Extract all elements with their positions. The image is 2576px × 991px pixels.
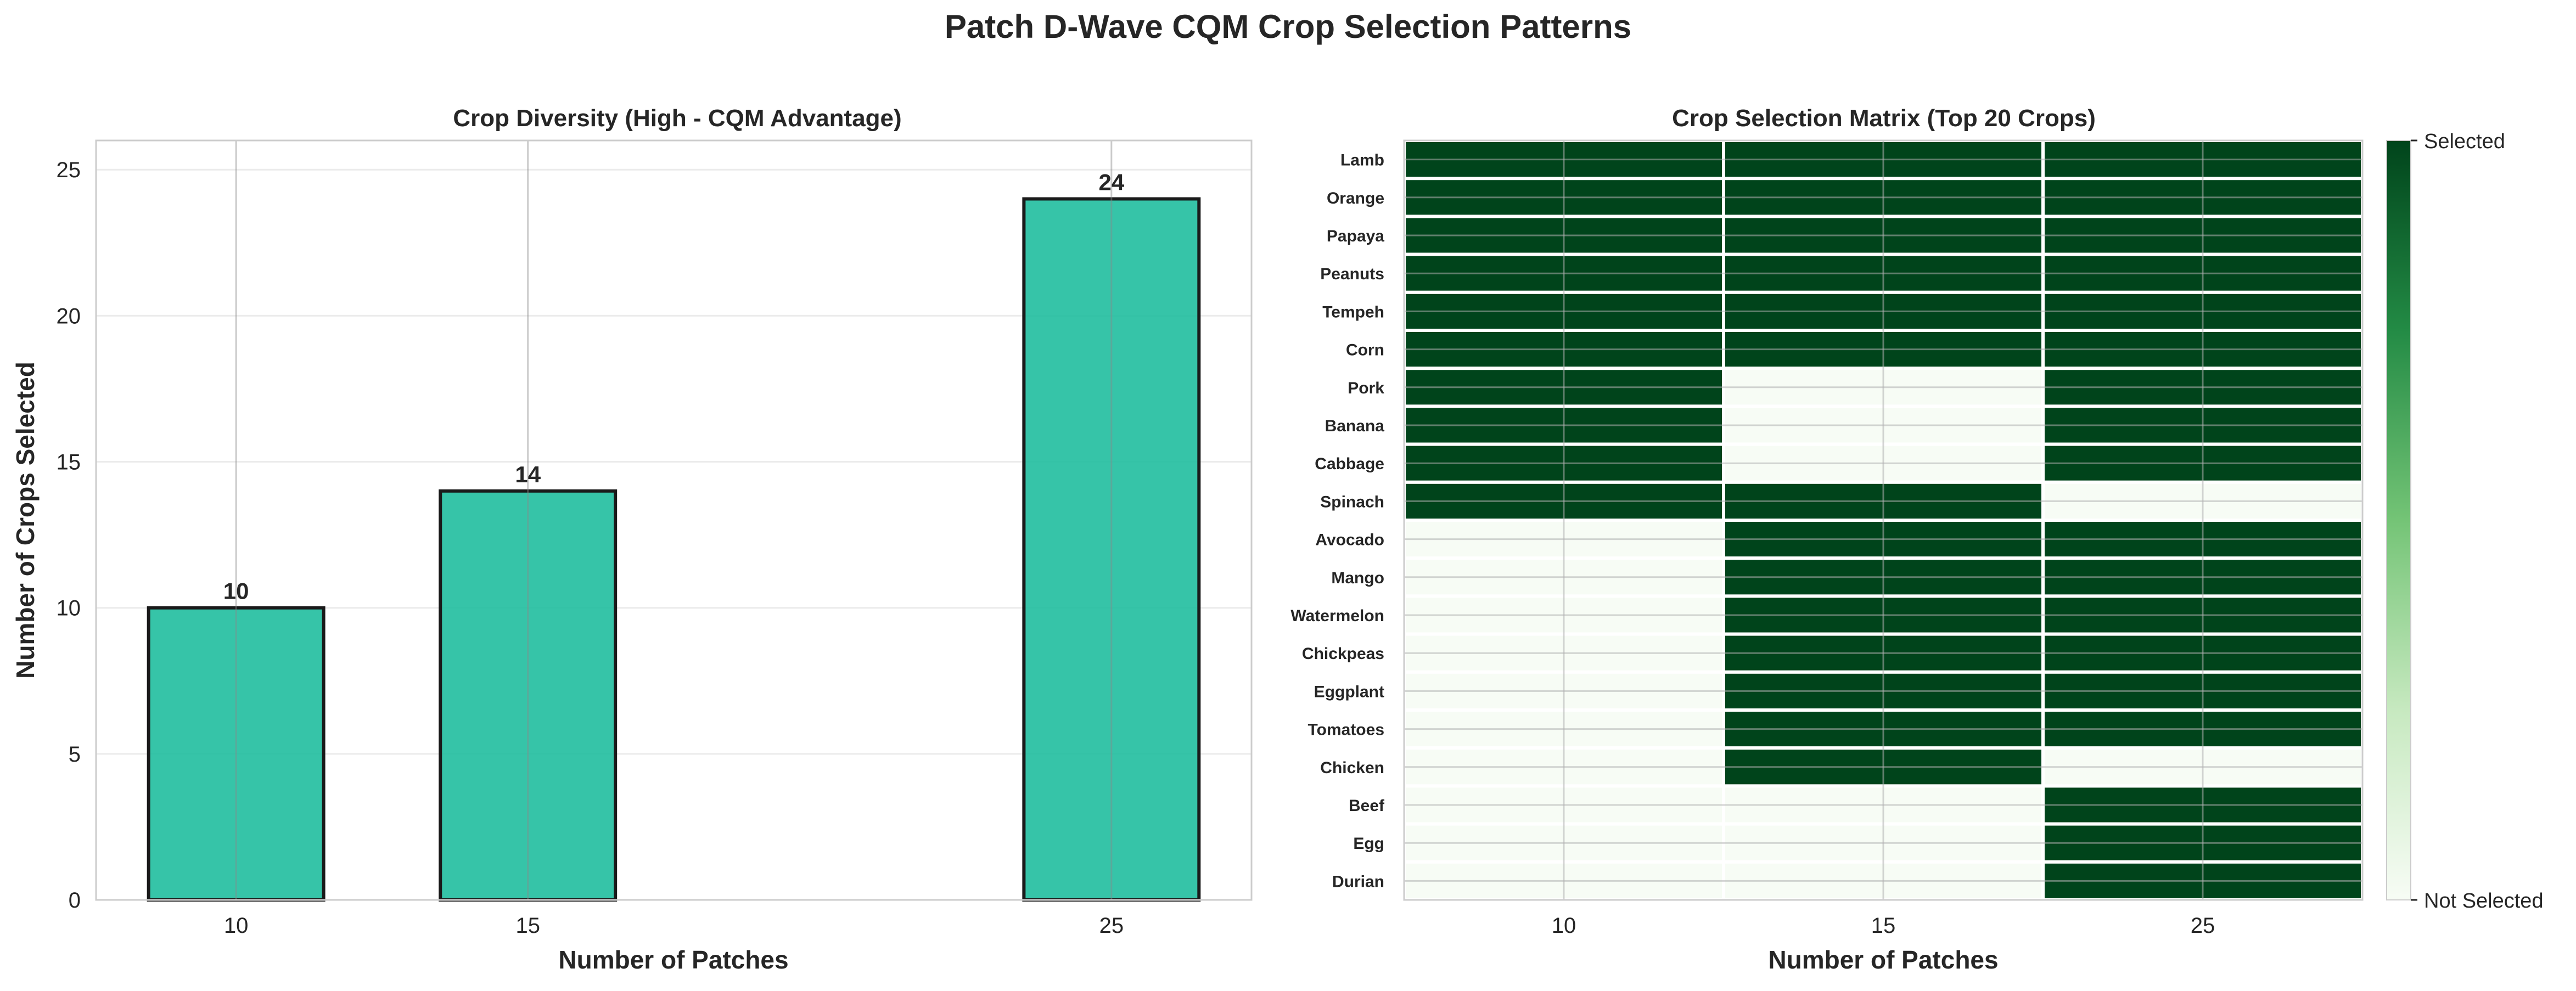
- bar: [439, 489, 618, 902]
- bar-chart-x-ticks: 10 15 25: [224, 914, 1124, 938]
- heatmap-column-label: 25: [2191, 914, 2215, 938]
- heatmap-row-label: Beef: [1349, 797, 1385, 815]
- bar-x-tick-label: 25: [1099, 914, 1124, 938]
- colorbar-label-selected: Selected: [2424, 130, 2505, 153]
- colorbar: Selected Not Selected: [2386, 130, 2544, 913]
- bar: [147, 606, 325, 902]
- heatmap-gridlines: [1404, 140, 2362, 900]
- bar-data-label: 10: [223, 578, 249, 604]
- heatmap-chart: Crop Selection Matrix (Top 20 Crops) Lam…: [1290, 105, 2543, 974]
- bar-y-tick-label: 10: [57, 596, 81, 621]
- bar-chart-frame: [95, 139, 1253, 901]
- heatmap-column-label: 15: [1871, 914, 1896, 938]
- heatmap-row-label: Watermelon: [1290, 607, 1384, 625]
- bar-chart-x-label: Number of Patches: [558, 945, 788, 974]
- heatmap-row-label: Mango: [1331, 569, 1384, 587]
- heatmap-row-label: Orange: [1327, 189, 1384, 207]
- bar-chart-bars: 10 14 24: [147, 140, 1201, 902]
- heatmap-row-label: Chickpeas: [1302, 645, 1384, 663]
- bar-data-label: 14: [515, 461, 541, 487]
- bar-chart-y-ticks: 0 5 10 15 20 25: [57, 158, 81, 913]
- bar: [1022, 197, 1201, 902]
- bar-data-label: 24: [1098, 169, 1124, 195]
- heatmap-row-label: Peanuts: [1320, 265, 1384, 283]
- heatmap-row-label: Tempeh: [1322, 303, 1384, 321]
- bar-y-tick-label: 5: [69, 742, 81, 767]
- bar-chart: Crop Diversity (High - CQM Advantage) 10…: [11, 105, 1253, 974]
- bar-chart-title: Crop Diversity (High - CQM Advantage): [453, 105, 901, 132]
- heatmap-row-label: Avocado: [1315, 531, 1384, 549]
- bar-y-tick-label: 20: [57, 304, 81, 328]
- figure-title: Patch D-Wave CQM Crop Selection Patterns: [944, 8, 1632, 45]
- heatmap-row-labels: Lamb Orange Papaya Peanuts Tempeh Corn Pork Ban…: [1290, 151, 1385, 891]
- bar-y-tick-label: 15: [57, 451, 81, 475]
- bar-chart-y-label: Number of Crops Selected: [11, 362, 40, 679]
- heatmap-column-label: 10: [1552, 914, 1576, 938]
- heatmap-title: Crop Selection Matrix (Top 20 Crops): [1672, 105, 2096, 132]
- heatmap-x-label: Number of Patches: [1768, 945, 1998, 974]
- bar-x-tick-label: 10: [224, 914, 249, 938]
- bar-y-tick-label: 25: [57, 158, 81, 182]
- colorbar-label-not-selected: Not Selected: [2424, 889, 2544, 913]
- heatmap-row-label: Durian: [1332, 872, 1384, 891]
- heatmap-row-label: Egg: [1353, 835, 1384, 853]
- heatmap-column-labels: 10 15 25: [1552, 914, 2215, 938]
- heatmap-frame: [1403, 139, 2364, 901]
- heatmap-row-label: Banana: [1325, 417, 1385, 435]
- heatmap-row-label: Spinach: [1320, 493, 1384, 511]
- colorbar-gradient: [2386, 140, 2411, 900]
- heatmap-row-label: Cabbage: [1315, 455, 1384, 473]
- heatmap-row-label: Eggplant: [1314, 683, 1384, 701]
- heatmap-row-label: Papaya: [1327, 227, 1384, 245]
- heatmap-row-label: Chicken: [1320, 759, 1384, 777]
- heatmap-row-label: Tomatoes: [1308, 721, 1384, 739]
- bar-x-tick-label: 15: [515, 914, 540, 938]
- bar-y-tick-label: 0: [69, 888, 81, 913]
- heatmap-row-label: Corn: [1346, 341, 1384, 359]
- heatmap-row-label: Lamb: [1340, 151, 1384, 170]
- heatmap-row-label: Pork: [1348, 379, 1384, 397]
